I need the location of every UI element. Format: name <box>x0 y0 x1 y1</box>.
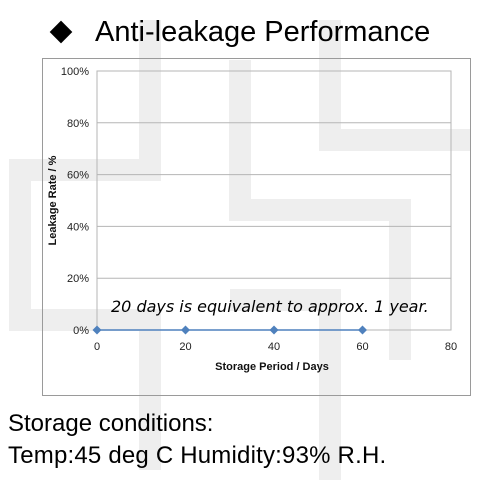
data-point <box>269 325 279 335</box>
data-point <box>358 325 367 335</box>
chart-annotation: 20 days is equivalent to approx. 1 year. <box>111 297 429 316</box>
series-group <box>92 325 367 335</box>
conditions-details: Temp:45 deg C Humidity:93% R.H. <box>8 442 387 469</box>
y-tick-label: 0% <box>73 325 89 337</box>
x-axis-label: Storage Period / Days <box>215 361 329 373</box>
y-tick-label: 80% <box>67 118 89 130</box>
x-tick-label: 60 <box>356 341 368 353</box>
x-tick-label: 0 <box>94 341 100 353</box>
x-tick-labels: 0 20 40 60 80 <box>94 341 457 353</box>
plot-area-border <box>96 70 452 331</box>
y-tick-labels: 0% 20% 40% 60% 80% 100% <box>61 66 89 337</box>
y-tick-label: 60% <box>67 170 89 182</box>
data-point <box>181 325 190 335</box>
x-tick-label: 40 <box>268 341 280 353</box>
header: Anti-leakage Performance <box>45 10 430 54</box>
y-tick-label: 20% <box>67 273 89 285</box>
data-point <box>92 325 102 335</box>
x-tick-label: 20 <box>179 341 191 353</box>
y-tick-label: 40% <box>67 221 89 233</box>
y-tick-label: 100% <box>61 66 89 78</box>
x-tick-label: 80 <box>445 341 457 353</box>
page-title: Anti-leakage Performance <box>95 15 431 48</box>
chart-frame <box>42 58 471 396</box>
gridlines <box>96 70 452 331</box>
y-axis-label: Leakage Rate / % <box>47 155 59 245</box>
conditions-heading: Storage conditions: <box>8 410 214 437</box>
storage-conditions: Storage conditions: Temp:45 deg C Humidi… <box>8 408 386 472</box>
